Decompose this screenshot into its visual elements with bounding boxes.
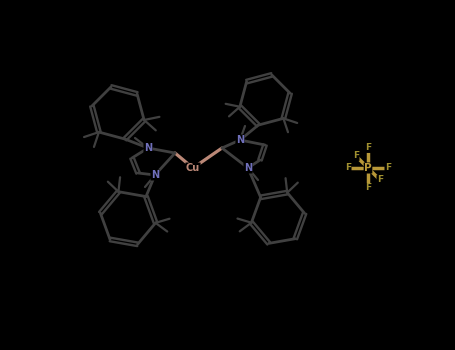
Text: N: N [236,135,244,145]
Text: N: N [144,143,152,153]
Text: F: F [365,183,371,192]
Text: N: N [244,163,252,173]
Text: F: F [377,175,383,184]
Text: F: F [385,163,391,173]
Text: F: F [345,163,351,173]
Text: P: P [364,163,372,173]
Text: Cu: Cu [186,163,200,173]
Text: F: F [365,144,371,153]
Text: F: F [353,152,359,161]
Text: N: N [151,170,159,180]
